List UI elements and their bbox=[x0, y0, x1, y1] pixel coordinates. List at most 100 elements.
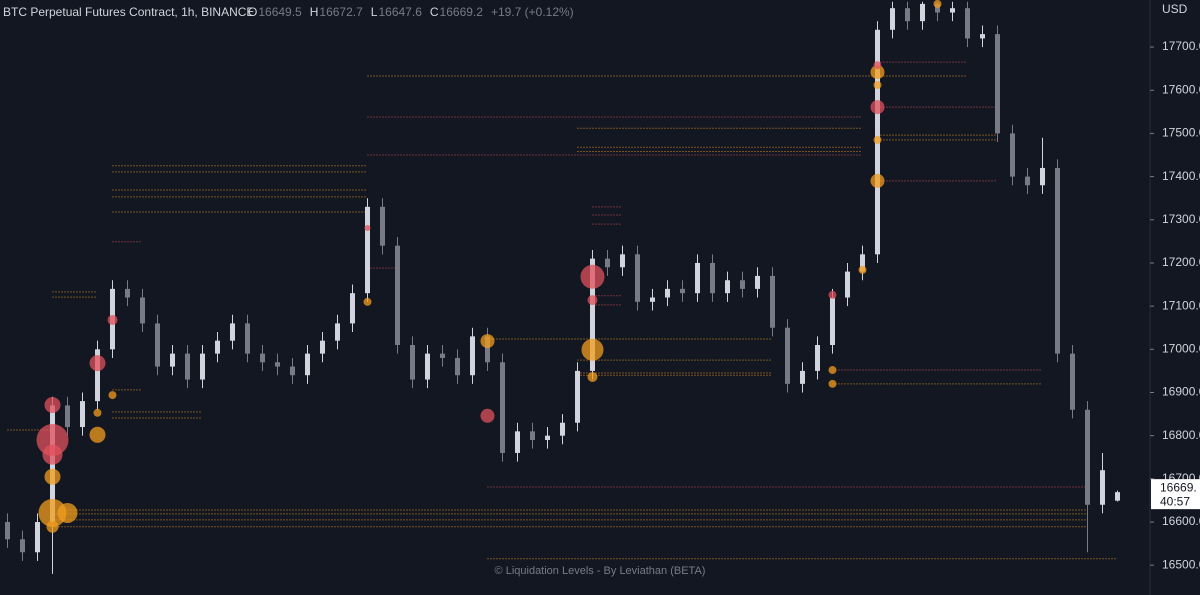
candle-body bbox=[860, 254, 865, 272]
candle-body bbox=[65, 405, 70, 428]
y-tick-label: 16600.0 bbox=[1162, 514, 1200, 528]
y-tick-label: 17300.0 bbox=[1162, 212, 1200, 226]
candle-body bbox=[605, 258, 610, 268]
candle-body bbox=[695, 262, 700, 294]
candle-body bbox=[485, 336, 490, 363]
last-price-box bbox=[1151, 479, 1200, 510]
candle-body bbox=[215, 340, 220, 354]
liquidation-bubble bbox=[580, 264, 605, 289]
liquidation-bubble bbox=[44, 468, 61, 485]
candle-body bbox=[425, 353, 430, 380]
candle-body bbox=[200, 353, 205, 380]
candle-body bbox=[335, 323, 340, 341]
ohlc-value: 16647.6 bbox=[378, 5, 422, 19]
candle-body bbox=[245, 323, 250, 354]
candle-body bbox=[440, 353, 445, 358]
liquidation-bubble bbox=[480, 408, 495, 423]
candle-body bbox=[1070, 353, 1075, 410]
candle-body bbox=[1115, 492, 1120, 501]
candle-body bbox=[365, 206, 370, 294]
liquidation-bubble bbox=[873, 81, 882, 90]
liquidation-bubble bbox=[870, 173, 885, 188]
candle-body bbox=[770, 275, 775, 328]
y-tick-label: 17600.0 bbox=[1162, 82, 1200, 96]
liquidation-bubble bbox=[108, 391, 117, 400]
candle-body bbox=[35, 522, 40, 553]
candle-body bbox=[560, 422, 565, 436]
candle-body bbox=[800, 370, 805, 384]
candle-body bbox=[170, 353, 175, 367]
liquidation-bubble bbox=[364, 224, 371, 231]
liquidation-bubble bbox=[858, 265, 867, 274]
liquidation-bubble bbox=[873, 61, 882, 70]
y-tick-label: 16500.0 bbox=[1162, 557, 1200, 571]
candle-body bbox=[965, 8, 970, 39]
candle-body bbox=[950, 8, 955, 13]
candle-body bbox=[725, 280, 730, 294]
candle-body bbox=[590, 258, 595, 371]
candle-body bbox=[395, 245, 400, 345]
liquidation-bubble bbox=[89, 355, 106, 372]
liquidation-bubble bbox=[587, 371, 598, 382]
y-tick-label: 17000.0 bbox=[1162, 341, 1200, 355]
candle-body bbox=[905, 8, 910, 22]
liquidation-bubble bbox=[107, 314, 118, 325]
liquidation-bubble bbox=[42, 444, 63, 465]
candle-body bbox=[470, 336, 475, 376]
watermark: © Liquidation Levels - By Leviathan (BET… bbox=[495, 565, 706, 577]
candle-body bbox=[815, 344, 820, 371]
liquidation-bubble bbox=[46, 520, 59, 533]
liquidation-bubble bbox=[38, 498, 67, 527]
candle-body bbox=[410, 344, 415, 380]
candle-body bbox=[185, 353, 190, 380]
candle-body bbox=[710, 262, 715, 294]
candle-body bbox=[545, 435, 550, 440]
liquidation-bubble bbox=[828, 366, 837, 375]
candle-body bbox=[20, 539, 25, 553]
y-tick-label: 17200.0 bbox=[1162, 255, 1200, 269]
liquidation-bubble bbox=[828, 290, 837, 299]
liquidation-bubble bbox=[93, 408, 102, 417]
ohlc-letter: C bbox=[430, 5, 439, 19]
liquidation-bubble bbox=[89, 426, 106, 443]
change-label: +19.7 (+0.12%) bbox=[491, 5, 574, 19]
candle-body bbox=[305, 353, 310, 376]
liquidation-bubble bbox=[363, 297, 372, 306]
ohlc-letter: H bbox=[310, 5, 319, 19]
candle-body bbox=[620, 254, 625, 268]
candle-body bbox=[155, 323, 160, 367]
liquidation-bubble bbox=[581, 338, 604, 361]
candle-body bbox=[650, 297, 655, 302]
candle-body bbox=[1025, 176, 1030, 186]
liquidation-bubble bbox=[933, 0, 942, 8]
liquidation-bubble bbox=[828, 379, 837, 388]
liquidation-bubble bbox=[873, 135, 882, 144]
liquidation-bubble bbox=[57, 502, 78, 523]
axis-unit: USD bbox=[1162, 2, 1188, 16]
candle-body bbox=[530, 431, 535, 440]
candle-body bbox=[5, 522, 10, 540]
candle-body bbox=[95, 349, 100, 402]
ohlc-value: 16669.2 bbox=[440, 5, 484, 19]
ohlc-letter: O bbox=[248, 5, 257, 19]
candle-body bbox=[350, 293, 355, 324]
candle-body bbox=[455, 357, 460, 376]
candle-body bbox=[320, 340, 325, 354]
candle-body bbox=[125, 288, 130, 298]
candle-body bbox=[1010, 133, 1015, 177]
liquidation-bubble bbox=[480, 334, 495, 349]
ohlc-value: 16672.7 bbox=[319, 5, 363, 19]
candle-body bbox=[575, 370, 580, 423]
liquidation-bubble bbox=[44, 397, 61, 414]
candle-body bbox=[920, 3, 925, 22]
y-tick-label: 17700.0 bbox=[1162, 39, 1200, 53]
candle-body bbox=[635, 254, 640, 302]
candle-body bbox=[680, 288, 685, 294]
candle-body bbox=[275, 362, 280, 367]
ohlc-letter: L bbox=[371, 5, 378, 19]
candle-body bbox=[785, 327, 790, 384]
y-tick-label: 17400.0 bbox=[1162, 169, 1200, 183]
ohlc-value: 16649.5 bbox=[258, 5, 302, 19]
last-price-label: 16669. bbox=[1160, 480, 1197, 494]
